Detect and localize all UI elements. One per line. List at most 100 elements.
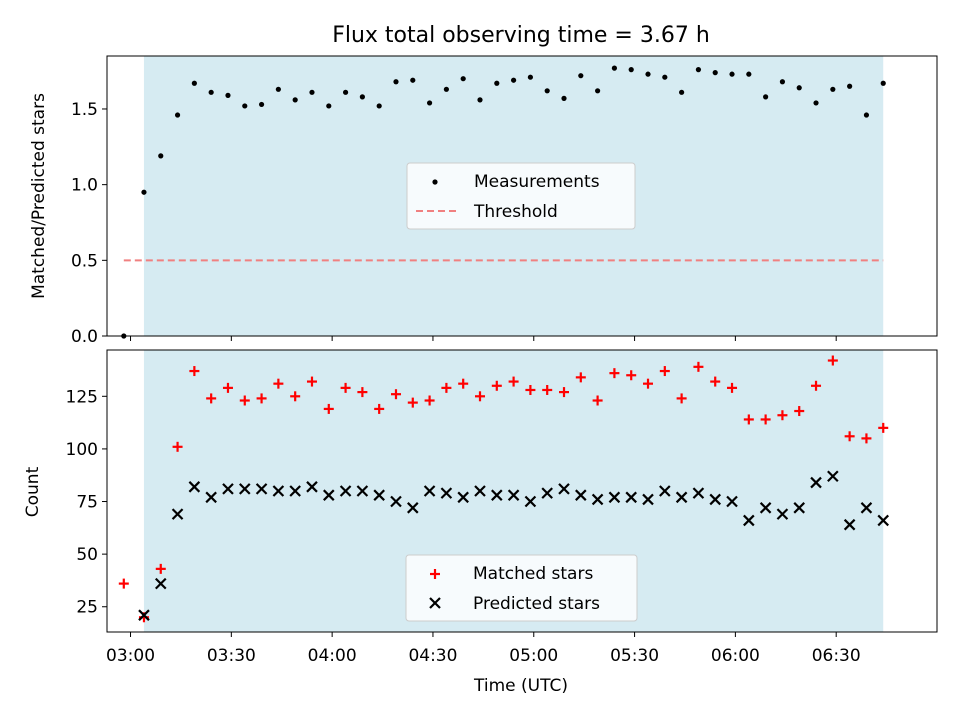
matched-stars-point	[811, 380, 822, 391]
predicted-stars-point	[255, 483, 268, 495]
top-legend: Measurements Threshold	[406, 162, 636, 230]
top-legend-box	[406, 162, 636, 230]
top-y-tick-label: 1.5	[71, 100, 98, 120]
measurement-point	[326, 103, 332, 109]
bottom-x-tick-label: 03:30	[207, 646, 256, 666]
top-y-axis-label: Matched/Predicted stars	[29, 93, 49, 299]
measurement-point	[292, 97, 298, 103]
legend-measurements-label: Measurements	[474, 172, 600, 192]
measurement-point	[695, 67, 702, 73]
matched-stars-point	[643, 378, 654, 389]
matched-stars-point	[861, 433, 872, 444]
measurement-point	[158, 153, 164, 159]
bottom-legend-box	[405, 554, 638, 622]
measurement-point	[477, 97, 483, 103]
measurement-point	[174, 112, 181, 118]
predicted-stars-point	[558, 483, 570, 495]
measurement-point	[494, 80, 500, 86]
measurement-point	[779, 79, 786, 85]
measurement-point	[611, 65, 618, 71]
matched-stars-point	[743, 414, 754, 425]
matched-stars-point	[222, 382, 233, 393]
matched-stars-point	[239, 395, 250, 406]
predicted-stars-point	[675, 491, 688, 504]
predicted-stars-point	[860, 502, 873, 514]
top-x-axis-ticks	[130, 336, 837, 341]
predicted-stars-point	[323, 489, 335, 501]
measurement-point	[796, 85, 802, 91]
bottom-y-axis: 25 50 75 100 125	[66, 387, 107, 618]
measurement-point	[830, 86, 836, 92]
matched-stars-point	[172, 441, 183, 452]
predicted-stars-point	[659, 485, 671, 497]
measurement-point	[141, 189, 147, 195]
legend-threshold-label: Threshold	[473, 202, 558, 222]
measurement-point	[443, 86, 449, 92]
matched-stars-point	[256, 393, 267, 404]
predicted-stars-point	[743, 514, 755, 527]
matched-stars-point	[609, 368, 620, 379]
top-y-axis: 0.0 0.5 1.0 1.5	[71, 100, 107, 347]
predicted-stars-points	[138, 470, 890, 621]
predicted-stars-point	[238, 483, 251, 495]
predicted-stars-point	[407, 502, 419, 514]
measurement-point	[712, 70, 718, 76]
matched-stars-point	[374, 403, 385, 414]
legend-matched-stars-label: Matched stars	[473, 564, 593, 584]
predicted-stars-point	[877, 514, 890, 527]
predicted-stars-point	[272, 485, 285, 497]
measurement-point	[863, 112, 870, 118]
matched-stars-point	[794, 406, 805, 417]
measurement-point	[628, 67, 634, 73]
x-axis-label: Time (UTC)	[473, 676, 568, 696]
matched-stars-point	[189, 366, 200, 377]
predicted-stars-point	[289, 485, 301, 497]
bottom-x-tick-label: 04:00	[308, 646, 357, 666]
predicted-stars-point	[154, 577, 167, 590]
bottom-x-tick-label: 03:00	[106, 646, 155, 666]
predicted-stars-point	[642, 493, 654, 506]
bottom-y-tick-label: 75	[76, 493, 98, 513]
measurement-point	[847, 83, 853, 89]
matched-stars-point	[827, 355, 838, 366]
matched-stars-point	[118, 578, 129, 589]
measurement-point	[813, 100, 819, 106]
predicted-stars-point	[205, 491, 217, 504]
matched-stars-point	[659, 366, 670, 377]
measurement-point	[242, 103, 248, 109]
matched-stars-point	[441, 382, 452, 393]
predicted-stars-point	[222, 483, 234, 495]
matched-stars-point	[760, 414, 771, 425]
measurement-point	[275, 86, 281, 92]
measurement-point	[359, 94, 365, 100]
matched-stars-point	[306, 376, 317, 387]
predicted-stars-point	[591, 493, 604, 506]
measurement-point	[527, 74, 534, 80]
matched-stars-point	[710, 376, 721, 387]
predicted-stars-point	[692, 487, 705, 499]
matched-stars-point	[357, 387, 368, 398]
measurement-point	[578, 73, 584, 79]
predicted-stars-point	[575, 489, 587, 501]
measurement-point	[393, 79, 399, 85]
measurement-point	[410, 77, 416, 83]
predicted-stars-point	[709, 493, 721, 506]
measurement-point	[746, 71, 752, 77]
predicted-stars-point	[541, 487, 553, 499]
matched-stars-point	[424, 395, 435, 406]
matched-stars-point	[777, 410, 788, 421]
measurement-point	[376, 103, 382, 109]
bottom-legend: Matched stars Predicted stars	[405, 554, 638, 622]
matched-stars-point	[693, 361, 704, 372]
matched-stars-points	[118, 355, 889, 623]
measurement-point	[342, 89, 349, 95]
matched-stars-point	[592, 395, 603, 406]
matched-stars-point	[474, 391, 485, 402]
predicted-stars-point	[306, 481, 318, 493]
measurement-point	[426, 100, 433, 106]
measurement-point	[880, 80, 886, 86]
predicted-stars-point	[457, 491, 469, 504]
matched-stars-point	[458, 378, 469, 389]
matched-stars-point	[206, 393, 217, 404]
